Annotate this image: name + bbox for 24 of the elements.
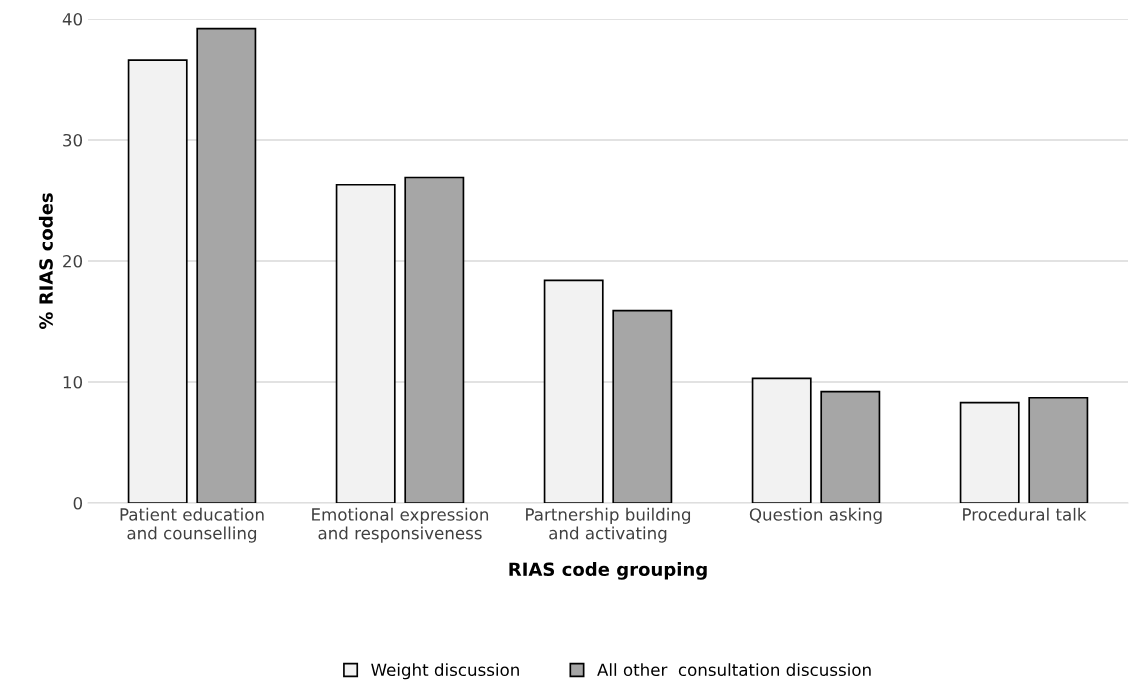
y-tick-label: 10 bbox=[63, 375, 83, 389]
y-tick-label: 30 bbox=[63, 133, 83, 147]
bar bbox=[612, 309, 673, 503]
bar bbox=[543, 279, 604, 503]
x-tick-label: Emotional expression and responsiveness bbox=[312, 507, 489, 543]
y-tick-label: 0 bbox=[73, 496, 83, 510]
y-tick-label: 20 bbox=[63, 254, 83, 268]
bar bbox=[751, 377, 812, 503]
bar bbox=[820, 390, 881, 503]
x-tick-label: Patient education and counselling bbox=[120, 507, 264, 543]
x-axis-title: RIAS code grouping bbox=[509, 562, 707, 580]
legend-label: Weight discussion bbox=[371, 663, 519, 680]
bar bbox=[959, 401, 1020, 503]
bar bbox=[127, 59, 188, 503]
x-tick-label: Partnership building and activating bbox=[526, 507, 691, 543]
bar bbox=[335, 183, 396, 503]
y-axis-title: % RIAS codes bbox=[38, 193, 53, 330]
y-tick-label: 40 bbox=[62, 12, 83, 26]
x-tick-label: Procedural talk bbox=[963, 507, 1087, 521]
bar bbox=[1028, 396, 1089, 503]
bar bbox=[196, 27, 257, 503]
legend-label: All other consultation discussion bbox=[597, 663, 871, 677]
bar bbox=[404, 176, 465, 503]
x-tick-label: Question asking bbox=[749, 507, 882, 524]
